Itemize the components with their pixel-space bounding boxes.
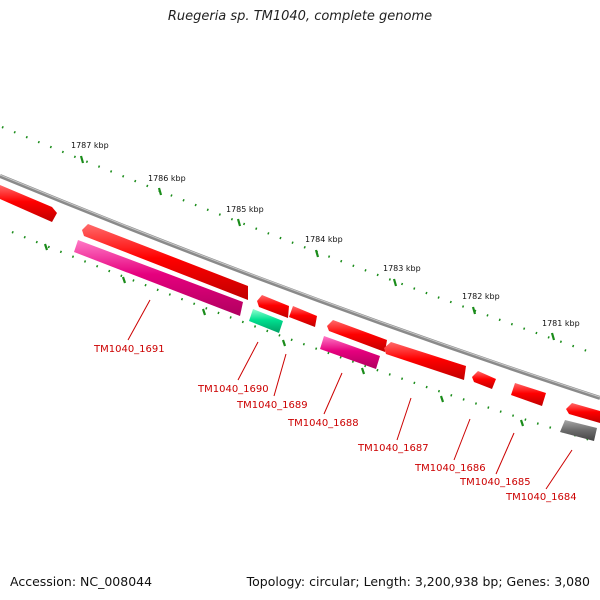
gene-label[interactable]: TM1040_1690: [197, 384, 269, 395]
leader-line: [545, 449, 573, 490]
leader-line: [237, 341, 259, 381]
gene-arrow[interactable]: [560, 420, 597, 441]
leader-line: [127, 299, 151, 341]
scale-label: 1784 kbp: [305, 235, 343, 244]
major-tick: [392, 278, 398, 287]
page-title: Ruegeria sp. TM1040, complete genome: [167, 9, 433, 24]
forward-genes: [0, 185, 600, 423]
scale-label: 1783 kbp: [383, 264, 421, 273]
gene-arrow[interactable]: [249, 309, 283, 333]
major-tick: [236, 218, 242, 227]
reverse-genes: [74, 240, 597, 441]
gene-label[interactable]: TM1040_1685: [459, 477, 531, 488]
scale-label: 1782 kbp: [462, 292, 500, 301]
leader-line: [273, 353, 287, 397]
leader-line: [495, 432, 515, 475]
gene-leader-lines: [127, 299, 573, 490]
gene-arrow[interactable]: [327, 320, 387, 352]
minor-tick: [439, 395, 445, 403]
gene-arrow[interactable]: [289, 306, 317, 327]
major-tick: [471, 306, 477, 315]
gene-arrow[interactable]: [257, 295, 289, 318]
minor-tick: [43, 243, 49, 251]
gene-arrow[interactable]: [384, 342, 466, 380]
gene-arrow[interactable]: [566, 403, 600, 423]
gene-arrow[interactable]: [82, 224, 248, 300]
scale-label: 1785 kbp: [226, 205, 264, 214]
gene-label[interactable]: TM1040_1689: [236, 400, 308, 411]
minor-tick: [281, 339, 287, 347]
gene-arrow[interactable]: [472, 371, 496, 389]
genome-backbone-highlight: [0, 174, 600, 398]
leader-line: [396, 397, 412, 441]
accession-text: Accession: NC_008044: [10, 574, 153, 589]
leader-line: [323, 372, 343, 415]
major-tick: [79, 155, 85, 164]
minor-tick: [519, 419, 525, 427]
gene-label[interactable]: TM1040_1688: [287, 418, 359, 429]
topology-text: Topology: circular; Length: 3,200,938 bp…: [246, 574, 590, 589]
gene-label[interactable]: TM1040_1687: [357, 443, 429, 454]
inner-major-ticks: [43, 243, 525, 427]
minor-tick: [360, 367, 366, 375]
major-tick: [314, 249, 320, 258]
scale-label: 1786 kbp: [148, 174, 186, 183]
major-tick: [550, 332, 556, 341]
genome-backbone: [0, 174, 600, 400]
gene-label[interactable]: TM1040_1686: [414, 463, 486, 474]
minor-tick: [201, 308, 207, 316]
gene-arrow[interactable]: [0, 185, 57, 222]
scale-label: 1787 kbp: [71, 141, 109, 150]
gene-label[interactable]: TM1040_1691: [93, 344, 165, 355]
gene-arrow[interactable]: [511, 383, 546, 406]
outer-major-ticks: [79, 155, 556, 341]
minor-tick: [121, 276, 127, 284]
gene-label[interactable]: TM1040_1684: [505, 492, 577, 503]
scale-label: 1781 kbp: [542, 319, 580, 328]
gene-arrow[interactable]: [74, 240, 243, 316]
leader-line: [453, 418, 471, 461]
gene-arrow[interactable]: [320, 336, 380, 369]
major-tick: [157, 187, 163, 196]
